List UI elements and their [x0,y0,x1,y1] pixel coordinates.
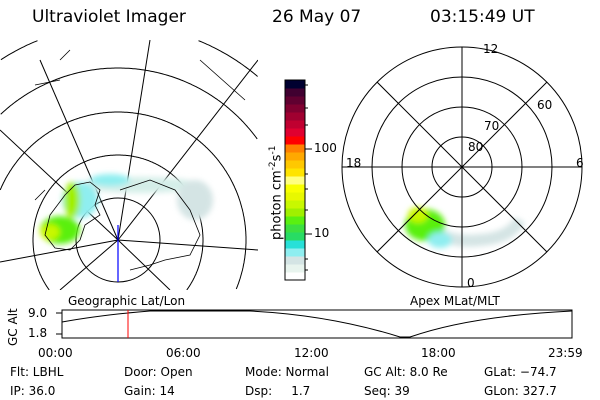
colorbar-segment [285,256,305,265]
colorbar-tick-100: 100 [314,141,337,155]
colorbar-segment [285,184,305,193]
colorbar-segment [285,176,305,185]
colorbar [285,80,305,281]
colorbar-segment [285,232,305,241]
colorbar-segment [285,128,305,137]
info-gc-alt: GC Alt: 8.0 Re [364,365,448,379]
colorbar-segment [285,216,305,225]
colorbar-segment [285,120,305,129]
info-glat: GLat: −74.7 [484,365,557,379]
timeline-xtick: 18:00 [421,346,456,360]
info-gain: Gain: 14 [124,384,175,398]
timeline-xtick: 23:59 [548,346,583,360]
timeline-ytick-max: 9.0 [28,306,48,320]
colorbar-unit-label: photon cm-2s-1 [268,145,285,240]
lat-label-70: 70 [484,119,500,133]
info-mode: Mode: Normal [245,365,329,379]
info-filter: Flt: LBHL [10,365,64,379]
latitude-circle [235,240,247,290]
colorbar-segment [285,96,305,105]
info-glon: GLon: 327.7 [484,384,557,398]
colorbar-segment [285,224,305,233]
right-panel-label: Apex MLat/MLT [410,294,500,308]
lat-label-60: 60 [537,98,553,112]
geographic-map [0,40,258,290]
timeline-xtick: 00:00 [38,346,73,360]
mlt-label-0: 0 [467,276,475,290]
info-dsp: Dsp: 1.7 [245,384,311,398]
colorbar-segment [285,160,305,169]
latitude-circle [0,67,258,140]
latitude-circle [0,111,247,240]
colorbar-segment [285,88,305,97]
colorbar-segment [285,240,305,249]
colorbar-tick-10: 10 [314,226,330,240]
time-label: 03:15:49 UT [430,7,535,27]
colorbar-segment [285,136,305,145]
date-label: 26 May 07 [272,7,362,27]
colorbar-segment [285,112,305,121]
colorbar-segment [285,200,305,209]
colorbar-segment [285,152,305,161]
colorbar-segment [285,248,305,257]
lat-label-80: 80 [468,140,484,154]
colorbar-ticks [305,84,312,271]
aurora-emission [40,174,213,244]
gc-alt-plot-frame [61,309,573,339]
colorbar-segment [285,80,305,89]
timeline-ylabel: GC Alt [6,308,20,346]
mlt-label-6: 6 [576,156,584,170]
info-ip: IP: 36.0 [10,384,56,398]
gc-alt-line [61,310,573,338]
info-seq: Seq: 39 [364,384,410,398]
colorbar-segment [285,264,305,273]
latitude-circle [186,240,204,290]
colorbar-segment [285,104,305,113]
timeline-ytick-min: 1.8 [28,326,48,340]
polar-mlt-plot [341,46,583,288]
latitude-circle [198,40,258,77]
colorbar-segment [285,272,305,281]
colorbar-segment [285,208,305,217]
left-panel-label: Geographic Lat/Lon [68,294,186,308]
mlt-label-18: 18 [346,156,362,170]
mlt-label-12: 12 [483,42,499,56]
colorbar-segment [285,144,305,153]
info-door: Door: Open [124,365,193,379]
latitude-circle [0,40,38,61]
timeline-xtick: 12:00 [294,346,329,360]
timeline-xtick: 06:00 [166,346,201,360]
instrument-title: Ultraviolet Imager [32,7,186,27]
colorbar-segment [285,192,305,201]
colorbar-segment [285,168,305,177]
